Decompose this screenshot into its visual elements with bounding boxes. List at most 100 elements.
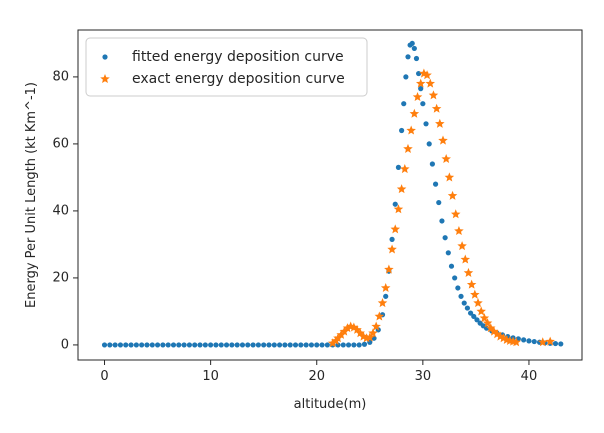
legend-dot-marker xyxy=(102,54,108,60)
fitted-curve-point xyxy=(403,74,409,80)
plot-frame xyxy=(77,29,583,361)
legend-marker-fitted xyxy=(102,54,108,60)
exact-curve-point xyxy=(431,103,442,113)
fitted-curve-point xyxy=(464,305,471,311)
y-tick-label: 60 xyxy=(52,136,69,151)
fitted-curve-point xyxy=(107,342,113,348)
fitted-curve-point xyxy=(298,342,304,348)
fitted-curve-point xyxy=(218,342,224,348)
fitted-curve-point xyxy=(389,236,395,242)
exact-curve-point xyxy=(422,70,432,80)
exact-curve-point xyxy=(444,172,455,182)
fitted-curve-point xyxy=(213,342,219,348)
fitted-curve-point xyxy=(133,342,139,348)
fitted-curve-point xyxy=(552,340,559,347)
fitted-curve-point xyxy=(392,201,398,207)
fitted-curve-point xyxy=(452,275,458,281)
fitted-curve-point xyxy=(186,342,193,348)
exact-curve-point xyxy=(428,90,439,100)
y-tick-label: 80 xyxy=(52,69,69,84)
exact-curve-point xyxy=(545,336,555,346)
fitted-curve-point xyxy=(277,342,283,348)
fitted-curve-point xyxy=(181,342,187,348)
exact-curve-point xyxy=(361,333,372,343)
fitted-curve-point xyxy=(526,338,532,344)
fitted-curve-point xyxy=(229,342,235,348)
exact-curve-point xyxy=(419,68,429,78)
y-axis: 0 20 40 60 80 xyxy=(52,69,78,352)
exact-curve-point xyxy=(470,289,480,299)
fitted-curve-point xyxy=(521,337,527,343)
x-tick-label: 10 xyxy=(202,369,219,384)
exact-curve-point xyxy=(409,108,420,118)
exact-curve-point xyxy=(482,318,493,328)
fitted-curve-point xyxy=(170,342,177,348)
exact-curve-point xyxy=(349,322,359,332)
exact-curve-point xyxy=(441,153,451,164)
exact-curve-point xyxy=(387,244,397,254)
fitted-curve-point xyxy=(340,342,346,348)
exact-curve-point xyxy=(454,226,464,236)
exact-curve-point xyxy=(435,118,445,128)
fitted-curve-point xyxy=(197,342,203,348)
fitted-curve-point xyxy=(411,45,417,52)
fitted-curve-point xyxy=(455,285,461,291)
fitted-curve-point xyxy=(287,342,293,348)
fitted-curve-point xyxy=(423,121,429,127)
fitted-curve-point xyxy=(266,342,272,348)
exact-curve-point xyxy=(333,333,343,343)
exact-curve-point xyxy=(466,279,477,289)
fitted-curve-point xyxy=(202,342,208,348)
exact-curve-point xyxy=(460,254,471,264)
fitted-curve-point xyxy=(314,342,320,348)
fitted-curve-point xyxy=(395,164,402,170)
fitted-curve-point xyxy=(405,54,411,60)
fitted-curve-point xyxy=(223,342,230,348)
fitted-curve-point xyxy=(418,86,424,92)
fitted-curve-point xyxy=(292,342,299,348)
fitted-curve-point xyxy=(282,342,288,348)
fitted-curve-point xyxy=(399,127,405,134)
fitted-curve-point xyxy=(112,342,118,348)
fitted-curve-point xyxy=(250,342,256,348)
exact-curve-point xyxy=(390,224,401,234)
x-tick-label: 0 xyxy=(100,369,108,384)
fitted-curve-point xyxy=(208,342,214,348)
exact-curve-point xyxy=(450,209,461,219)
exact-curve-point xyxy=(368,328,378,338)
fitted-curve-point xyxy=(165,342,171,348)
exact-curve-point xyxy=(473,298,483,308)
x-tick-label: 30 xyxy=(415,369,432,384)
exact-curve-point xyxy=(447,190,458,200)
exact-curve-point xyxy=(479,313,490,323)
fitted-curve-point xyxy=(436,199,442,206)
exact-curve-point xyxy=(495,331,506,341)
series-layer xyxy=(101,40,564,348)
fitted-curve-point xyxy=(128,342,134,348)
fitted-curve-point xyxy=(176,342,182,348)
fitted-curve-point xyxy=(432,181,439,187)
exact-curve-point xyxy=(342,323,353,333)
fitted-curve-point xyxy=(139,342,145,348)
fitted-curve-point xyxy=(234,342,240,348)
exact-curve-point xyxy=(425,78,436,88)
exact-curve-point xyxy=(498,333,509,343)
exact-curve-point xyxy=(489,326,499,336)
fitted-curve-point xyxy=(439,218,445,224)
legend-label-exact: exact energy deposition curve xyxy=(132,71,345,87)
exact-curve-point xyxy=(400,164,410,174)
legend: fitted energy deposition curve exact ene… xyxy=(85,37,368,97)
exact-curve-point xyxy=(327,338,338,348)
fitted-curve-point xyxy=(474,317,480,323)
legend-label-fitted: fitted energy deposition curve xyxy=(132,49,344,65)
exact-curve-point xyxy=(358,331,369,341)
exact-curve-point xyxy=(537,337,548,347)
exact-curve-point xyxy=(396,184,407,194)
fitted-curve-point xyxy=(335,342,341,348)
exact-curve-point xyxy=(339,326,350,336)
fitted-curve-point xyxy=(192,342,198,348)
fitted-curve-point xyxy=(445,250,451,256)
x-axis: 0 10 20 30 40 xyxy=(100,360,537,384)
exact-curve-point xyxy=(403,143,413,153)
fitted-curve-point xyxy=(261,342,267,348)
